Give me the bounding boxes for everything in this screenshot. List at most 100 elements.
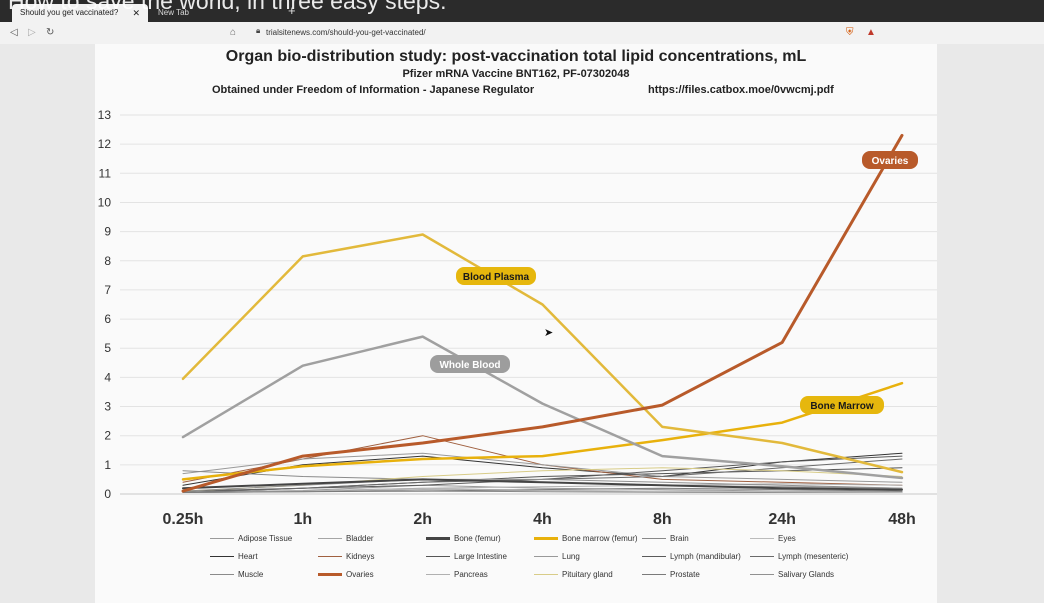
annotation-pill [862,151,918,169]
legend-label: Lymph (mandibular) [670,552,741,561]
annotation-blood-plasma: Blood Plasma [456,267,536,285]
legend-item: Lymph (mandibular) [642,552,741,561]
legend-item: Bladder [318,534,374,543]
legend-item: Adipose Tissue [210,534,292,543]
legend-item: Muscle [210,570,263,579]
annotation-whole-blood: Whole Blood [430,355,510,373]
chart-source-link[interactable]: https://files.catbox.moe/0vwcmj.pdf [648,84,834,96]
annotation-ovaries: Ovaries [862,151,918,169]
series-line-bone-femur [182,478,903,491]
tab-new-tab[interactable]: New Tab [150,4,268,22]
tab-label: New Tab [158,8,189,17]
bookmark-icon[interactable]: ⌂ [230,27,237,38]
annotation-pill [800,396,884,414]
y-tick-label: 7 [104,283,111,297]
tab-label: Should you get vaccinated? [20,8,119,17]
mouse-cursor-icon: ➤ [544,327,554,339]
legend-label: Eyes [778,534,796,543]
legend-label: Bladder [346,534,374,543]
x-tick-label: 8h [653,511,672,528]
legend-label: Pancreas [454,570,488,579]
y-tick-label: 4 [104,370,111,384]
legend-label: Bone (femur) [454,534,501,543]
url-field[interactable]: trialsitenews.com/should-you-get-vaccina… [266,28,426,37]
legend-label: Kidneys [346,552,375,561]
legend-item: Heart [210,552,258,561]
x-tick-label: 0.25h [163,511,204,528]
x-tick-label: 2h [413,511,432,528]
legend-swatch [426,556,450,558]
legend-item: Prostate [642,570,700,579]
legend-item: Lymph (mesenteric) [750,552,848,561]
tab-should-you-get-vaccinated[interactable]: Should you get vaccinated? ✕ [12,4,148,22]
reload-icon[interactable]: ↻ [46,27,55,38]
chart-background [95,44,937,603]
legend-label: Large Intestine [454,552,507,561]
legend-swatch [642,538,666,540]
y-tick-label: 3 [104,400,111,414]
legend-item: Large Intestine [426,552,507,561]
legend-swatch [426,537,450,541]
legend-label: Ovaries [346,570,374,579]
legend-swatch [210,538,234,540]
legend-swatch [750,574,774,576]
chart-subtitle: Pfizer mRNA Vaccine BNT162, PF-07302048 [402,68,630,80]
annotation-label: Bone Marrow [810,401,874,412]
legend-label: Pituitary gland [562,570,613,579]
annotation-pill [456,267,536,285]
y-tick-label: 5 [104,341,111,355]
new-tab-button[interactable]: + [288,3,296,18]
legend-swatch [318,573,342,577]
annotation-pill [430,355,510,373]
legend-swatch [426,574,450,576]
forward-icon[interactable]: ▷ [28,27,36,38]
x-tick-label: 24h [768,511,796,528]
annotation-bone-marrow: Bone Marrow [800,396,884,414]
y-tick-label: 0 [104,487,111,501]
close-tab-icon[interactable]: ✕ [132,8,140,18]
legend-swatch [750,556,774,558]
chart-note: Obtained under Freedom of Information - … [212,84,535,96]
x-tick-label: 4h [533,511,552,528]
legend-item: Kidneys [318,552,374,561]
legend-label: Prostate [670,570,700,579]
legend-item: Bone marrow (femur) [534,534,638,543]
legend-swatch [534,574,558,576]
browser-tab-bar: Should you get vaccinated? ✕ New Tab + H… [0,0,1044,22]
rewards-icon[interactable]: ▲ [866,27,876,38]
series-line-prostate [182,487,903,493]
legend-item: Bone (femur) [426,534,501,543]
legend-item: Pancreas [426,570,488,579]
lock-icon: 🔒︎ [256,26,261,35]
legend-swatch [534,556,558,558]
back-icon[interactable]: ◁ [10,27,18,38]
brave-shield-icon[interactable]: ⛨ [846,27,854,38]
y-tick-label: 6 [104,312,111,326]
series-line-lung [182,452,903,483]
legend-label: Muscle [238,570,264,579]
page-content: Organ bio-distribution study: post-vacci… [0,44,1044,603]
series-line-blood-plasma [181,233,904,474]
legend-label: Lymph (mesenteric) [778,552,849,561]
series-line-salivary-glands [182,478,903,492]
legend-swatch [210,574,234,576]
series-line-adipose-tissue [182,484,903,493]
legend-swatch [642,574,666,576]
legend-item: Lung [534,552,580,561]
y-tick-label: 12 [98,137,112,151]
y-tick-label: 9 [104,225,111,239]
legend-swatch [210,556,234,558]
legend-item: Pituitary gland [534,570,613,579]
x-tick-label: 1h [293,511,312,528]
legend-swatch [750,538,774,540]
y-tick-label: 2 [104,429,111,443]
annotation-label: Blood Plasma [463,272,530,283]
annotation-label: Ovaries [872,156,909,167]
series-line-whole-blood [181,335,904,480]
legend-label: Salivary Glands [778,570,835,579]
y-tick-label: 1 [104,458,111,472]
series-line-heart [182,452,903,486]
legend-label: Heart [238,552,258,561]
annotation-label: Whole Blood [439,360,500,371]
